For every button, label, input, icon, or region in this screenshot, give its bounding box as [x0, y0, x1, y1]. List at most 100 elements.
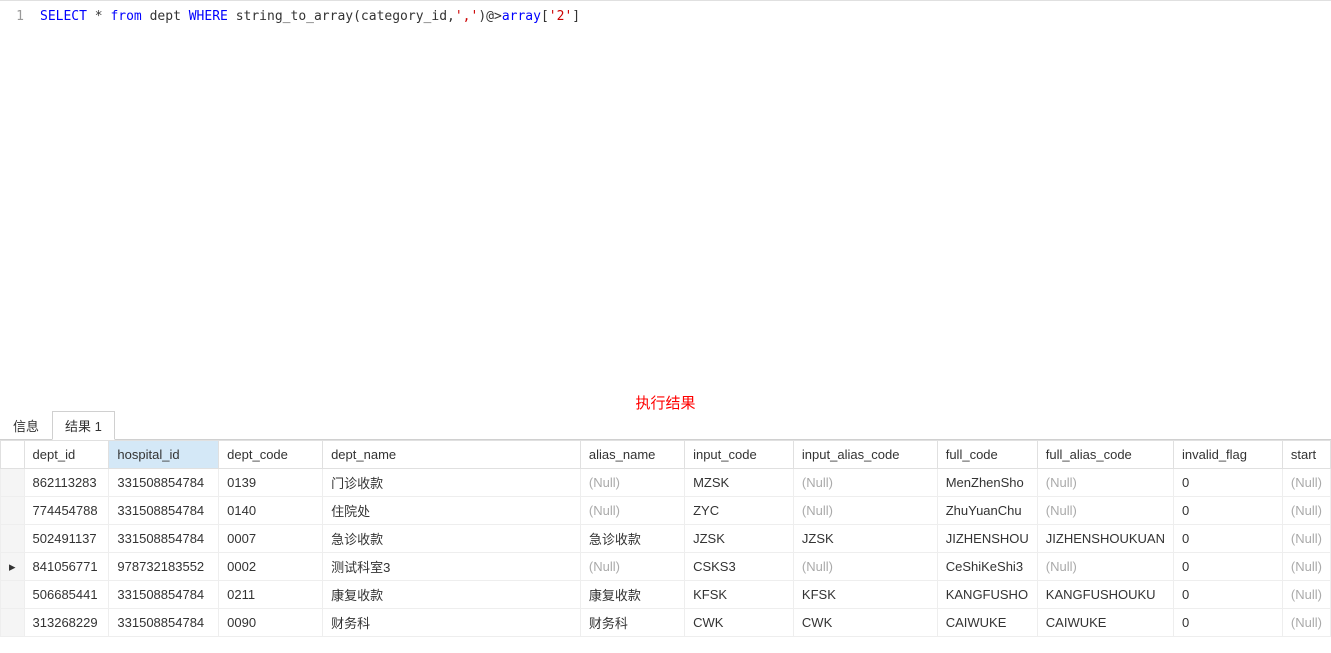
row-marker: [1, 581, 25, 609]
table-row[interactable]: 3132682293315088547840090财务科财务科CWKCWKCAI…: [1, 609, 1331, 637]
cell-full_alias_code[interactable]: KANGFUSHOUKU: [1037, 581, 1173, 609]
column-header-input-code[interactable]: input_code: [685, 441, 794, 469]
cell-dept_code[interactable]: 0002: [219, 553, 323, 581]
cell-start[interactable]: (Null): [1282, 553, 1330, 581]
cell-full_code[interactable]: KANGFUSHO: [937, 581, 1037, 609]
cell-full_code[interactable]: MenZhenSho: [937, 469, 1037, 497]
table-row[interactable]: 8621132833315088547840139门诊收款(Null)MZSK(…: [1, 469, 1331, 497]
column-header-invalid-flag[interactable]: invalid_flag: [1173, 441, 1282, 469]
cell-hospital_id[interactable]: 331508854784: [109, 469, 219, 497]
line-number: 1: [0, 9, 40, 24]
cell-input_alias_code[interactable]: JZSK: [793, 525, 937, 553]
table-row[interactable]: 7744547883315088547840140住院处(Null)ZYC(Nu…: [1, 497, 1331, 525]
cell-full_code[interactable]: CeShiKeShi3: [937, 553, 1037, 581]
cell-dept_name[interactable]: 住院处: [323, 497, 581, 525]
cell-alias_name[interactable]: 急诊收款: [580, 525, 684, 553]
column-header-start[interactable]: start: [1282, 441, 1330, 469]
sql-token: from: [110, 9, 141, 24]
cell-dept_id[interactable]: 313268229: [24, 609, 109, 637]
cell-dept_id[interactable]: 502491137: [24, 525, 109, 553]
cell-dept_code[interactable]: 0090: [219, 609, 323, 637]
cell-dept_id[interactable]: 774454788: [24, 497, 109, 525]
cell-dept_name[interactable]: 测试科室3: [323, 553, 581, 581]
cell-full_alias_code[interactable]: (Null): [1037, 553, 1173, 581]
cell-hospital_id[interactable]: 331508854784: [109, 525, 219, 553]
column-header-dept-name[interactable]: dept_name: [323, 441, 581, 469]
cell-dept_name[interactable]: 财务科: [323, 609, 581, 637]
cell-dept_id[interactable]: 862113283: [24, 469, 109, 497]
sql-code[interactable]: SELECT * from dept WHERE string_to_array…: [40, 9, 580, 24]
cell-start[interactable]: (Null): [1282, 469, 1330, 497]
sql-token: '2': [549, 9, 572, 24]
column-header-input-alias-code[interactable]: input_alias_code: [793, 441, 937, 469]
cell-input_code[interactable]: CWK: [685, 609, 794, 637]
cell-input_alias_code[interactable]: KFSK: [793, 581, 937, 609]
sql-editor-area[interactable]: 1 SELECT * from dept WHERE string_to_arr…: [0, 0, 1331, 410]
cell-full_code[interactable]: JIZHENSHOU: [937, 525, 1037, 553]
cell-hospital_id[interactable]: 331508854784: [109, 497, 219, 525]
cell-dept_id[interactable]: 841056771: [24, 553, 109, 581]
column-header-dept-code[interactable]: dept_code: [219, 441, 323, 469]
cell-hospital_id[interactable]: 331508854784: [109, 581, 219, 609]
cell-dept_code[interactable]: 0139: [219, 469, 323, 497]
tab-info[interactable]: 信息: [0, 411, 52, 439]
table-row[interactable]: 5024911373315088547840007急诊收款急诊收款JZSKJZS…: [1, 525, 1331, 553]
column-header-full-code[interactable]: full_code: [937, 441, 1037, 469]
cell-start[interactable]: (Null): [1282, 609, 1330, 637]
cell-alias_name[interactable]: 财务科: [580, 609, 684, 637]
cell-input_code[interactable]: ZYC: [685, 497, 794, 525]
cell-invalid_flag[interactable]: 0: [1173, 469, 1282, 497]
cell-full_code[interactable]: ZhuYuanChu: [937, 497, 1037, 525]
cell-dept_code[interactable]: 0211: [219, 581, 323, 609]
cell-input_code[interactable]: CSKS3: [685, 553, 794, 581]
cell-alias_name[interactable]: (Null): [580, 497, 684, 525]
cell-input_alias_code[interactable]: CWK: [793, 609, 937, 637]
cell-full_alias_code[interactable]: JIZHENSHOUKUAN: [1037, 525, 1173, 553]
cell-full_alias_code[interactable]: (Null): [1037, 497, 1173, 525]
table-row[interactable]: 5066854413315088547840211康复收款康复收款KFSKKFS…: [1, 581, 1331, 609]
cell-input_alias_code[interactable]: (Null): [793, 553, 937, 581]
cell-dept_name[interactable]: 康复收款: [323, 581, 581, 609]
column-header-dept-id[interactable]: dept_id: [24, 441, 109, 469]
cell-invalid_flag[interactable]: 0: [1173, 497, 1282, 525]
cell-full_code[interactable]: CAIWUKE: [937, 609, 1037, 637]
cell-input_code[interactable]: JZSK: [685, 525, 794, 553]
sql-token: )@>: [478, 9, 501, 24]
cell-invalid_flag[interactable]: 0: [1173, 525, 1282, 553]
column-header-alias-name[interactable]: alias_name: [580, 441, 684, 469]
cell-dept_code[interactable]: 0140: [219, 497, 323, 525]
cell-hospital_id[interactable]: 331508854784: [109, 609, 219, 637]
cell-invalid_flag[interactable]: 0: [1173, 609, 1282, 637]
cell-full_alias_code[interactable]: CAIWUKE: [1037, 609, 1173, 637]
row-marker: [1, 609, 25, 637]
cell-input_code[interactable]: MZSK: [685, 469, 794, 497]
sql-token: ]: [572, 9, 580, 24]
cell-input_alias_code[interactable]: (Null): [793, 497, 937, 525]
sql-token: string_to_array(category_id,: [228, 9, 455, 24]
column-header-full-alias-code[interactable]: full_alias_code: [1037, 441, 1173, 469]
cell-input_code[interactable]: KFSK: [685, 581, 794, 609]
table-row[interactable]: ▸8410567719787321835520002测试科室3(Null)CSK…: [1, 553, 1331, 581]
sql-token: array: [502, 9, 541, 24]
execution-result-label: 执行结果: [635, 392, 695, 413]
cell-hospital_id[interactable]: 978732183552: [109, 553, 219, 581]
column-header-hospital-id[interactable]: hospital_id: [109, 441, 219, 469]
cell-full_alias_code[interactable]: (Null): [1037, 469, 1173, 497]
cell-alias_name[interactable]: (Null): [580, 469, 684, 497]
cell-alias_name[interactable]: (Null): [580, 553, 684, 581]
cell-start[interactable]: (Null): [1282, 525, 1330, 553]
cell-dept_name[interactable]: 急诊收款: [323, 525, 581, 553]
cell-dept_id[interactable]: 506685441: [24, 581, 109, 609]
cell-invalid_flag[interactable]: 0: [1173, 581, 1282, 609]
tab-result-1[interactable]: 结果 1: [52, 411, 115, 440]
cell-input_alias_code[interactable]: (Null): [793, 469, 937, 497]
cell-dept_name[interactable]: 门诊收款: [323, 469, 581, 497]
table-header-row: dept_id hospital_id dept_code dept_name …: [1, 441, 1331, 469]
cell-start[interactable]: (Null): [1282, 497, 1330, 525]
cell-alias_name[interactable]: 康复收款: [580, 581, 684, 609]
row-marker-header: [1, 441, 25, 469]
cell-invalid_flag[interactable]: 0: [1173, 553, 1282, 581]
results-table: dept_id hospital_id dept_code dept_name …: [0, 440, 1331, 637]
cell-dept_code[interactable]: 0007: [219, 525, 323, 553]
cell-start[interactable]: (Null): [1282, 581, 1330, 609]
